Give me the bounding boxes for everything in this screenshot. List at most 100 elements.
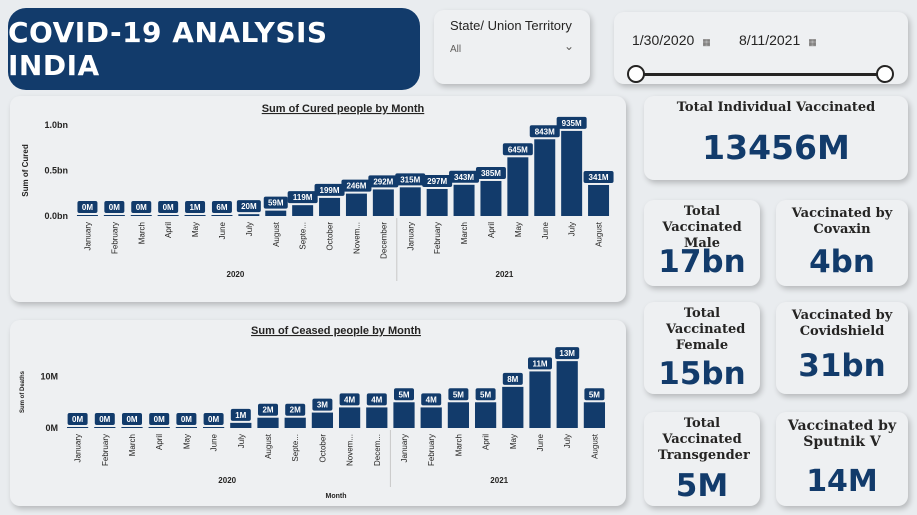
- ceased-by-month-chart: Sum of Ceased people by Month Sum of Deat…: [20, 325, 606, 500]
- x-tick-label: October: [326, 222, 335, 251]
- bar: [103, 215, 125, 216]
- x-tick-label: July: [568, 222, 577, 236]
- year-group-label: 2020: [218, 476, 236, 485]
- x-tick-label: April: [155, 434, 164, 450]
- x-tick-label: March: [128, 434, 137, 456]
- data-label: 5M: [480, 390, 491, 399]
- kpi-value: 5M: [675, 468, 729, 504]
- date-range-slicer-card: 1/30/2020 ▦ 8/11/2021 ▦: [614, 12, 908, 84]
- data-label: 59M: [268, 199, 284, 208]
- data-label: 5M: [398, 390, 409, 399]
- data-label-box: [502, 372, 523, 385]
- data-label: 2M: [290, 406, 301, 415]
- state-dropdown[interactable]: All ⌄: [442, 38, 582, 62]
- calendar-icon[interactable]: ▦: [702, 37, 711, 47]
- bar: [420, 407, 442, 428]
- bar: [175, 427, 198, 428]
- start-date-value: 1/30/2020: [632, 32, 695, 48]
- data-label: 5M: [589, 390, 600, 399]
- kpi-value: 4bn: [809, 244, 875, 280]
- bar: [345, 193, 367, 216]
- data-label-box: [421, 393, 442, 406]
- data-label: 0M: [109, 203, 120, 212]
- x-tick-label: May: [191, 222, 200, 237]
- data-label-box: [341, 179, 372, 192]
- x-tick-label: December: [379, 222, 388, 259]
- bar: [474, 402, 497, 428]
- bar: [211, 215, 233, 216]
- data-label: 1M: [235, 411, 246, 420]
- bar: [338, 407, 361, 428]
- date-range-track[interactable]: [636, 73, 888, 76]
- bar: [534, 139, 556, 216]
- data-label-box: [394, 388, 414, 401]
- state-slicer-card: State/ Union Territory All ⌄: [434, 10, 590, 84]
- y-axis-label: Sum of Deaths: [20, 370, 26, 413]
- x-tick-label: January: [83, 222, 92, 250]
- x-tick-label: Decem...: [373, 434, 382, 466]
- y-tick-label: 10M: [40, 372, 58, 382]
- kpi-label: Total Vaccinated Male: [662, 204, 742, 251]
- data-label-box: [94, 413, 115, 425]
- x-tick-label: July: [245, 222, 254, 236]
- ceased-chart-card: Sum of Ceased people by Month Sum of Deat…: [10, 320, 626, 506]
- bar: [319, 197, 341, 216]
- data-label: 0M: [82, 203, 93, 212]
- x-tick-label: August: [264, 433, 273, 459]
- bar: [372, 189, 394, 216]
- bar: [311, 412, 334, 428]
- data-label: 4M: [344, 395, 355, 404]
- x-tick-label: June: [218, 221, 227, 239]
- x-tick-label: June: [536, 433, 545, 451]
- kpi-value: 13456M: [702, 128, 850, 167]
- data-label-box: [149, 413, 170, 425]
- bar: [292, 205, 314, 216]
- x-tick-label: February: [110, 222, 119, 254]
- x-tick-label: August: [595, 221, 604, 247]
- data-label: 0M: [126, 415, 137, 424]
- x-axis-label: Month: [326, 493, 347, 500]
- kpi-label: Vaccinated by Covaxin: [791, 206, 893, 237]
- bar: [583, 402, 606, 428]
- bar: [265, 210, 287, 216]
- x-tick-label: July: [563, 434, 572, 448]
- bar: [66, 427, 89, 428]
- bar: [94, 427, 116, 428]
- data-label-box: [556, 116, 587, 129]
- kpi-value: 31bn: [798, 348, 886, 384]
- date-range-start-handle[interactable]: [627, 65, 645, 83]
- data-label: 2M: [262, 406, 273, 415]
- dashboard-title-card: COVID-19 ANALYSIS INDIA: [8, 8, 420, 90]
- calendar-icon[interactable]: ▦: [808, 37, 817, 47]
- kpi-vaccinated-covaxin: Vaccinated by Covaxin 4bn: [776, 200, 908, 286]
- end-date-value: 8/11/2021: [739, 32, 801, 48]
- data-label-box: [122, 413, 142, 425]
- data-label-box: [263, 196, 288, 209]
- cured-by-month-chart: Sum of Cured people by Month Sum of Cured…: [21, 103, 614, 281]
- x-tick-label: January: [74, 434, 83, 462]
- state-slicer-label: State/ Union Territory: [450, 18, 572, 33]
- data-label: 0M: [208, 415, 219, 424]
- start-date-input[interactable]: 1/30/2020 ▦: [632, 32, 711, 48]
- bar: [284, 417, 306, 428]
- date-range-end-handle[interactable]: [876, 65, 894, 83]
- data-label-box: [314, 183, 345, 196]
- x-tick-label: February: [433, 222, 442, 254]
- data-label-box: [475, 388, 496, 401]
- data-label: 0M: [154, 415, 165, 424]
- bar: [257, 417, 279, 428]
- data-label-box: [230, 408, 251, 421]
- data-label: 0M: [72, 415, 83, 424]
- data-label: 8M: [507, 375, 518, 384]
- data-label: 385M: [481, 169, 501, 178]
- chart-title: Sum of Ceased people by Month: [251, 325, 421, 337]
- data-label: 0M: [136, 203, 147, 212]
- x-tick-label: March: [137, 222, 146, 244]
- end-date-input[interactable]: 8/11/2021 ▦: [739, 32, 817, 48]
- data-label: 13M: [559, 349, 575, 358]
- data-label: 343M: [454, 173, 474, 182]
- bar: [393, 402, 415, 428]
- x-tick-label: August: [272, 221, 281, 247]
- data-label: 199M: [320, 186, 340, 195]
- data-label-box: [176, 413, 197, 425]
